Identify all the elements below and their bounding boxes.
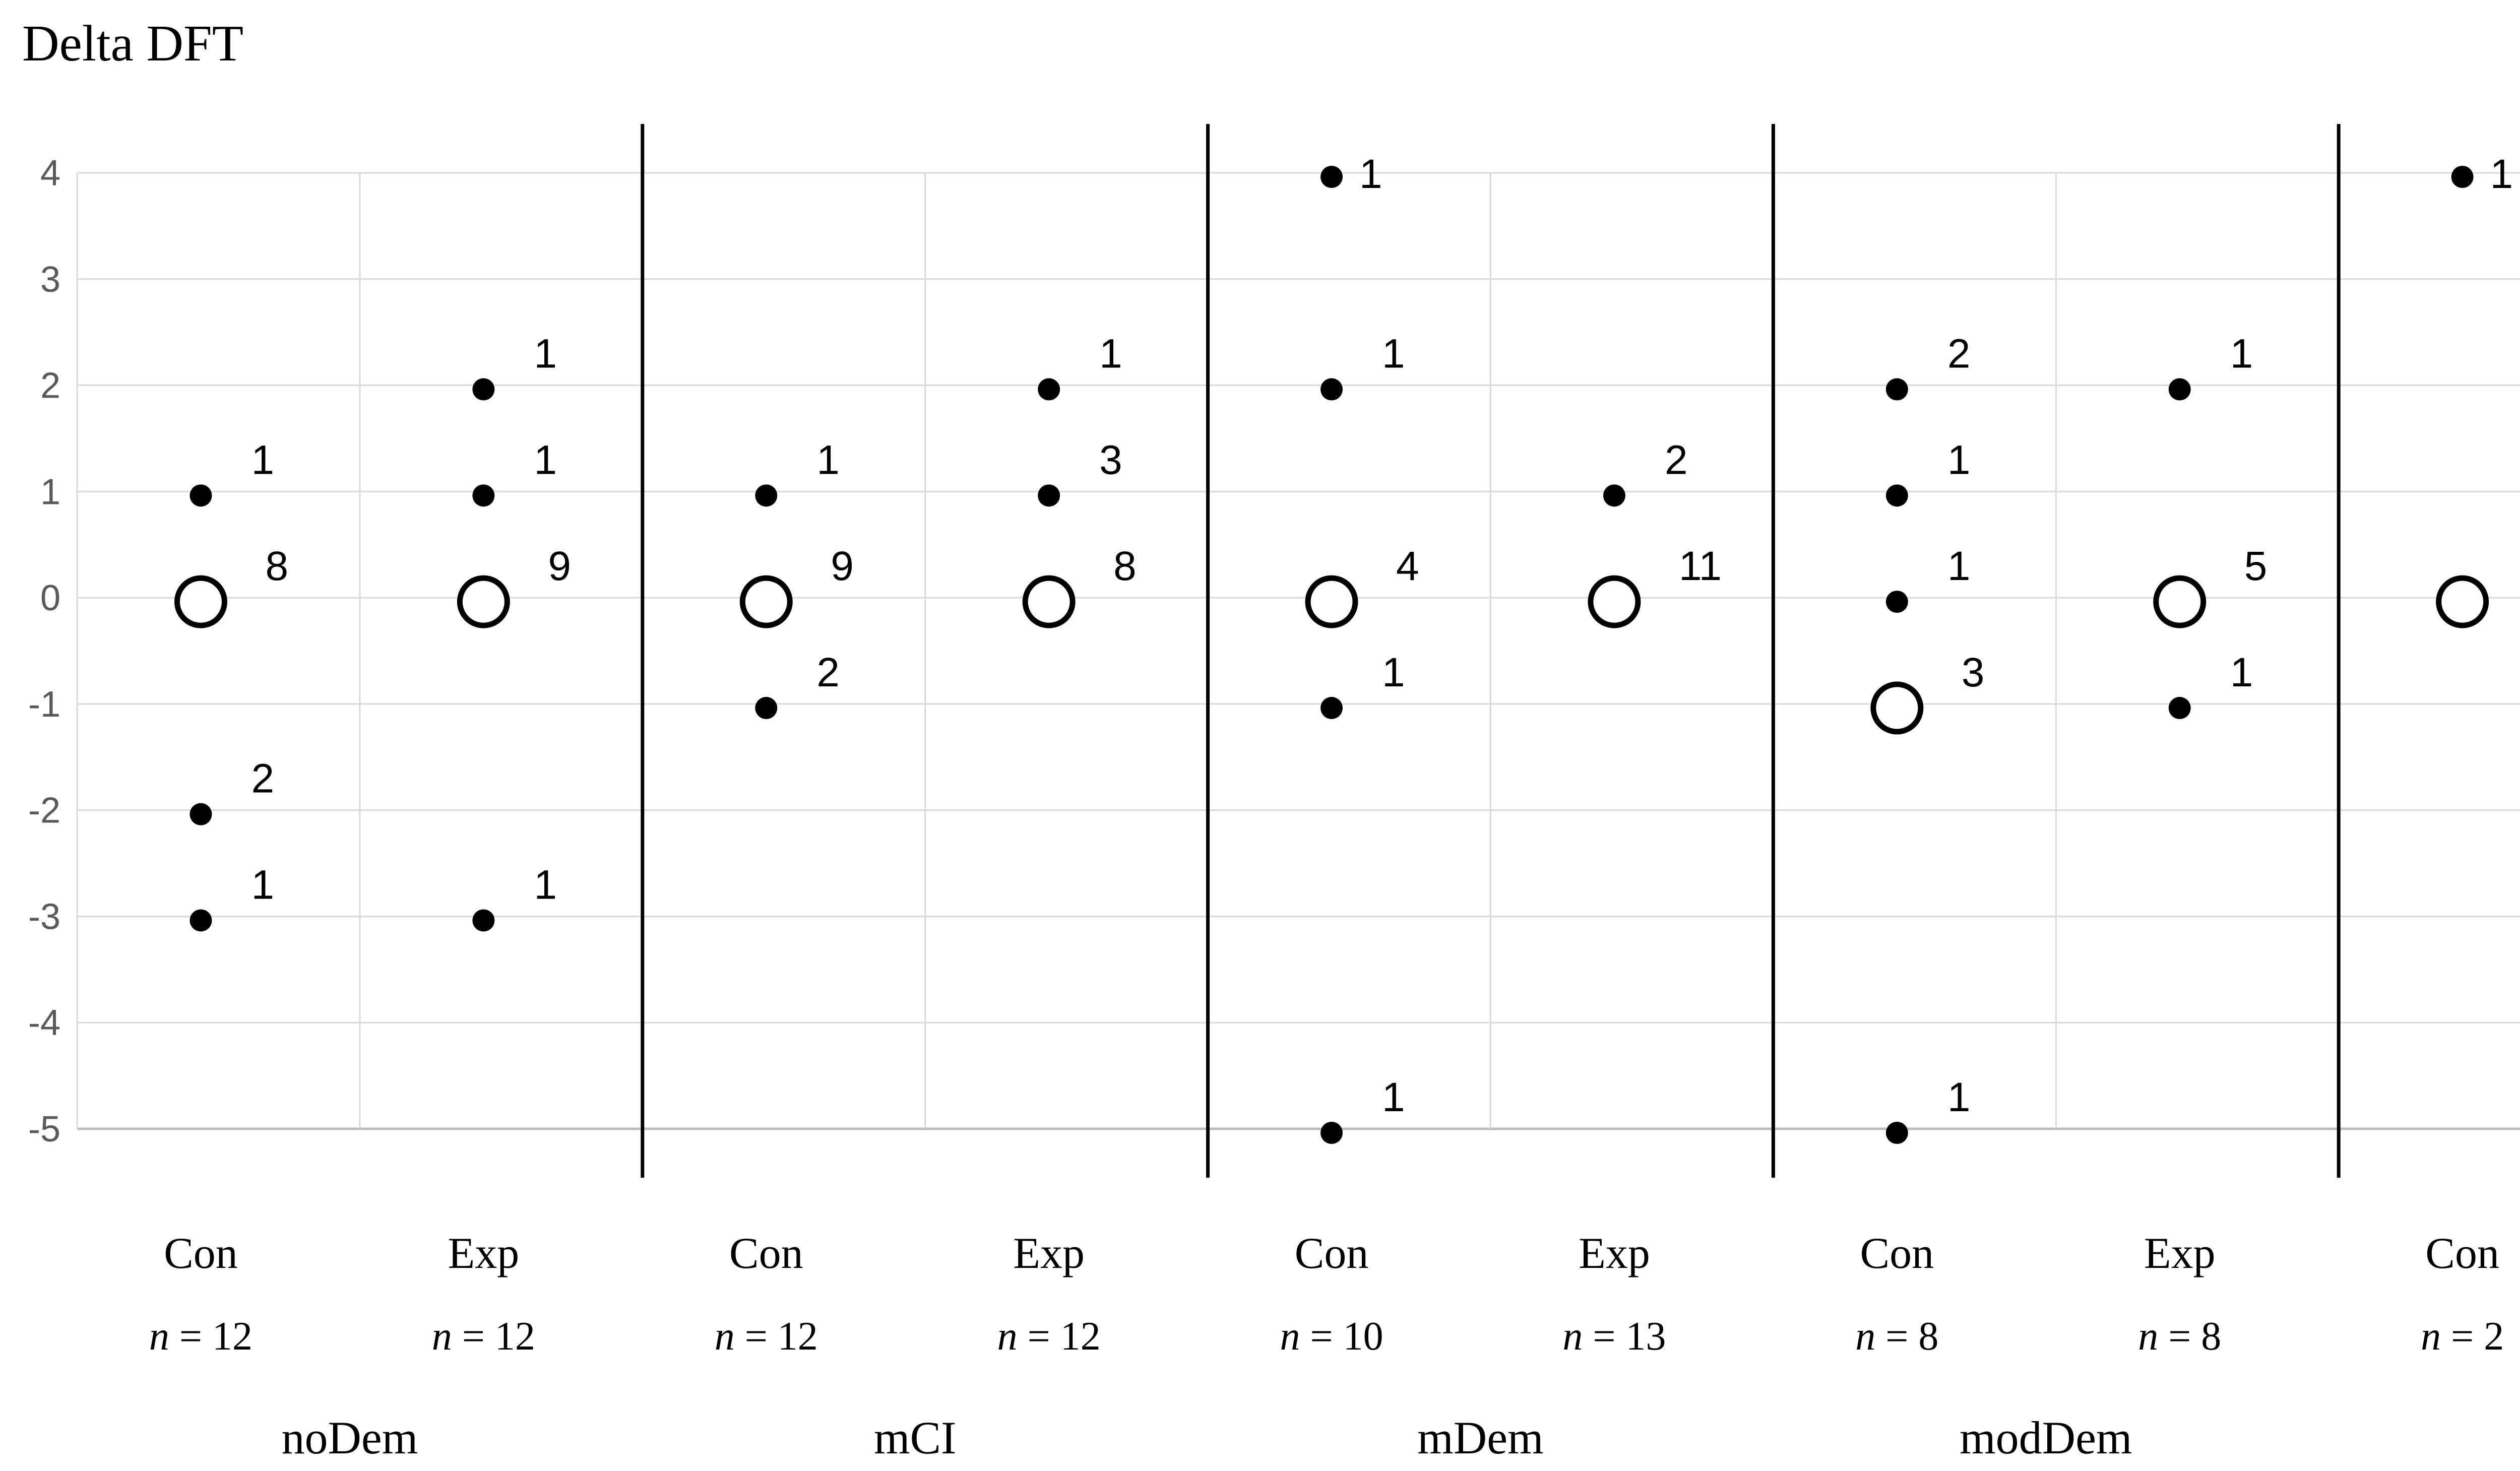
data-point-dot xyxy=(1603,484,1625,507)
count-label: 4 xyxy=(1396,543,1419,589)
n-label: n = 12 xyxy=(432,1314,535,1359)
group-label: modDem xyxy=(1960,1412,2132,1463)
count-label: 3 xyxy=(1962,650,1985,695)
column-label: Exp xyxy=(1013,1229,1085,1278)
count-label: 9 xyxy=(548,543,571,589)
group-label: mDem xyxy=(1417,1412,1543,1463)
count-label: 3 xyxy=(1099,437,1122,483)
column-label: Con xyxy=(729,1229,803,1278)
count-label: 1 xyxy=(816,437,840,483)
data-point-dot xyxy=(2168,696,2191,719)
data-point-circle xyxy=(1305,575,1358,628)
count-label: 1 xyxy=(251,437,274,483)
data-point-dot xyxy=(755,484,778,507)
y-tick-label: 1 xyxy=(40,472,60,512)
data-point-dot xyxy=(472,484,495,507)
data-point-dot xyxy=(472,909,495,932)
data-point-dot xyxy=(1320,1122,1343,1144)
data-point-circle xyxy=(1588,575,1641,628)
data-point-dot xyxy=(1320,166,1343,188)
column-label: Con xyxy=(2425,1229,2499,1278)
count-label: 1 xyxy=(534,437,557,483)
count-label: 11 xyxy=(1679,543,1722,589)
data-point-dot xyxy=(1885,1122,1908,1144)
count-label: 1 xyxy=(1099,331,1122,377)
count-label: 9 xyxy=(831,543,854,589)
n-label: n = 12 xyxy=(149,1314,253,1359)
column-label: Exp xyxy=(1579,1229,1650,1278)
count-label: 1 xyxy=(251,862,274,908)
column-label: Exp xyxy=(448,1229,519,1278)
column-label: Con xyxy=(1860,1229,1934,1278)
group-label: mCI xyxy=(874,1412,957,1463)
data-point-circle xyxy=(457,575,510,628)
n-label: n = 8 xyxy=(1855,1314,1938,1359)
count-label: 1 xyxy=(2230,331,2253,377)
data-point-circle xyxy=(1870,681,1924,735)
data-point-dot xyxy=(1320,378,1343,401)
y-tick-label: -5 xyxy=(28,1109,60,1149)
count-label: 2 xyxy=(251,756,274,802)
count-label: 1 xyxy=(534,862,557,908)
column-label: Exp xyxy=(2144,1229,2216,1278)
count-label: 1 xyxy=(1382,331,1405,377)
data-point-dot xyxy=(190,909,212,932)
count-label: 2 xyxy=(1665,437,1688,483)
count-label: 1 xyxy=(1382,650,1405,695)
n-label: n = 13 xyxy=(1562,1314,1666,1359)
data-point-dot xyxy=(1038,378,1060,401)
y-tick-label: 4 xyxy=(40,153,60,194)
group-label: noDem xyxy=(281,1412,418,1463)
n-label: n = 12 xyxy=(715,1314,818,1359)
count-label: 8 xyxy=(265,543,288,589)
count-label: 1 xyxy=(1947,1074,1971,1120)
column-label: Con xyxy=(1295,1229,1369,1278)
data-point-dot xyxy=(1885,484,1908,507)
data-point-circle xyxy=(174,575,227,628)
data-point-dot xyxy=(2451,166,2474,188)
n-label: n = 10 xyxy=(1280,1314,1383,1359)
y-tick-label: -2 xyxy=(28,791,60,831)
data-point-circle xyxy=(739,575,793,628)
count-label: 1 xyxy=(2490,151,2513,197)
y-tick-label: -3 xyxy=(28,897,60,937)
y-tick-label: -1 xyxy=(28,684,60,725)
count-label: 1 xyxy=(1947,543,1971,589)
count-label: 8 xyxy=(1113,543,1137,589)
data-point-dot xyxy=(1320,696,1343,719)
chart-title: Delta DFT xyxy=(22,15,244,72)
count-label: 1 xyxy=(1382,1074,1405,1120)
y-tick-label: 0 xyxy=(40,578,60,618)
data-point-dot xyxy=(2168,378,2191,401)
data-point-circle xyxy=(2153,575,2207,628)
count-label: 1 xyxy=(1359,151,1382,197)
y-tick-label: -4 xyxy=(28,1003,60,1043)
n-label: n = 2 xyxy=(2421,1314,2504,1359)
count-label: 1 xyxy=(534,331,557,377)
data-point-dot xyxy=(1038,484,1060,507)
count-label: 2 xyxy=(816,650,840,695)
data-point-dot xyxy=(1885,378,1908,401)
n-label: n = 12 xyxy=(997,1314,1101,1359)
data-point-dot xyxy=(190,803,212,825)
y-tick-label: 3 xyxy=(40,260,60,300)
count-label: 1 xyxy=(2230,650,2253,695)
y-tick-label: 2 xyxy=(40,366,60,406)
count-label: 1 xyxy=(1947,437,1971,483)
data-point-dot xyxy=(472,378,495,401)
n-label: n = 8 xyxy=(2138,1314,2221,1359)
data-point-dot xyxy=(190,484,212,507)
data-point-dot xyxy=(755,696,778,719)
count-label: 2 xyxy=(1947,331,1971,377)
data-point-circle xyxy=(1022,575,1076,628)
data-point-circle xyxy=(2436,575,2489,628)
data-point-dot xyxy=(1885,591,1908,613)
column-label: Con xyxy=(164,1229,238,1278)
count-label: 5 xyxy=(2244,543,2267,589)
